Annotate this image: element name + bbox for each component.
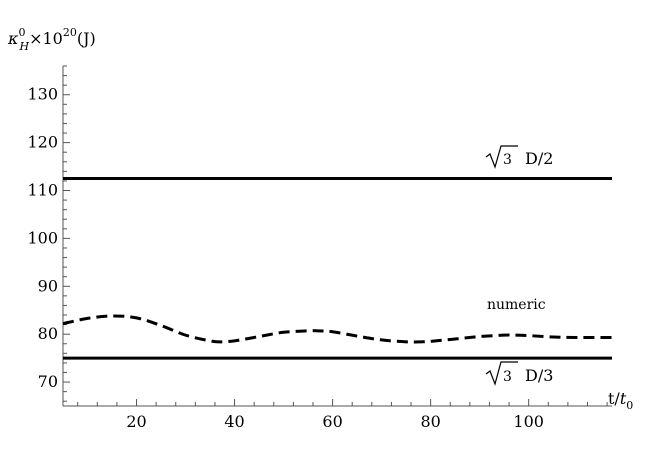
radicand-lower: 3 [503,369,512,385]
y-tick-label: 120 [27,133,58,152]
y-tick-label: 90 [38,276,58,295]
series-group [62,177,613,360]
radical-sign-upper [485,145,518,169]
x-tick-label: 40 [224,412,244,431]
y-tick-label: 70 [38,372,58,391]
annotation-lower-suffix: D/3 [525,366,553,385]
x-tick-label: 20 [126,412,146,431]
annotation-lower: 3 D/3 [485,361,553,386]
y-tick-label: 100 [27,228,58,247]
x-tick-label: 60 [322,412,342,431]
y-axis-label: κ0 H×1020(J) [7,26,96,53]
annotation-numeric: numeric [487,297,546,313]
annotation-upper: 3 D/2 [485,145,553,169]
y-ticks: 70 80 90 100 110 120 130 [27,65,70,402]
x-axis-label: t/t0 [608,389,633,412]
series-line-2 [62,314,613,344]
annotation-upper-suffix: D/2 [525,149,553,168]
y-tick-label: 110 [27,181,58,200]
radical-sign-lower [485,361,518,386]
x-ticks: 20 40 60 80 100 [77,399,608,431]
x-tick-label: 100 [513,412,544,431]
y-tick-label: 130 [27,85,58,104]
radicand-upper: 3 [503,152,512,168]
y-tick-label: 80 [38,324,58,343]
x-tick-label: 80 [420,412,440,431]
